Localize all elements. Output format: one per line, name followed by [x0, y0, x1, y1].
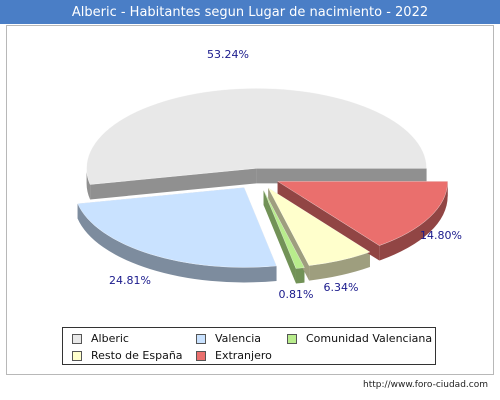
pie-slice-side — [379, 181, 448, 261]
legend-item-resto-de-espana: Resto de España — [72, 349, 183, 362]
pie-slice-valencia — [77, 187, 277, 268]
legend: Alberic Valencia Comunidad Valenciana Re… — [62, 327, 436, 365]
pie-slice-side — [86, 168, 91, 200]
legend-label-valencia: Valencia — [215, 332, 262, 345]
pie-slice-face — [277, 181, 380, 261]
legend-item-alberic: Alberic — [72, 332, 129, 345]
pie-slice-alberic — [86, 88, 427, 185]
legend-item-extranjero: Extranjero — [196, 349, 272, 362]
legend-swatch-valencia — [196, 333, 206, 344]
pie-label-comunidad-valenciana: 0.81% — [279, 288, 314, 301]
pie-label-extranjero: 14.80% — [420, 229, 462, 242]
pie-slice-face — [256, 168, 427, 184]
pie-slice-extranjero — [276, 181, 448, 246]
legend-swatch-resto-de-espana — [72, 350, 82, 361]
legend-label-resto-de-espana: Resto de España — [91, 349, 183, 362]
legend-swatch-alberic — [72, 333, 82, 344]
pie-slice-comunidad-valenciana — [263, 189, 305, 269]
source-url[interactable]: http://www.foro-ciudad.com — [363, 380, 488, 390]
pie-slice-resto-de-espa-a — [267, 187, 371, 266]
chart-title: Alberic - Habitantes segun Lugar de naci… — [0, 0, 500, 24]
legend-swatch-extranjero — [196, 350, 206, 361]
pie-slice-side — [309, 252, 370, 281]
legend-item-comunidad-valenciana: Comunidad Valenciana — [287, 332, 432, 345]
pie-label-resto-de-espa-a: 6.34% — [324, 281, 359, 294]
legend-item-valencia: Valencia — [196, 332, 261, 345]
pie-label-alberic: 53.24% — [207, 48, 249, 61]
legend-swatch-comunidad-valenciana — [287, 333, 297, 344]
legend-label-alberic: Alberic — [91, 332, 129, 345]
pie-slice-side — [77, 203, 277, 283]
pie-label-valencia: 24.81% — [109, 274, 151, 287]
legend-label-extranjero: Extranjero — [215, 349, 272, 362]
pie-slice-face — [90, 168, 257, 200]
legend-label-comunidad-valenciana: Comunidad Valenciana — [306, 332, 433, 345]
